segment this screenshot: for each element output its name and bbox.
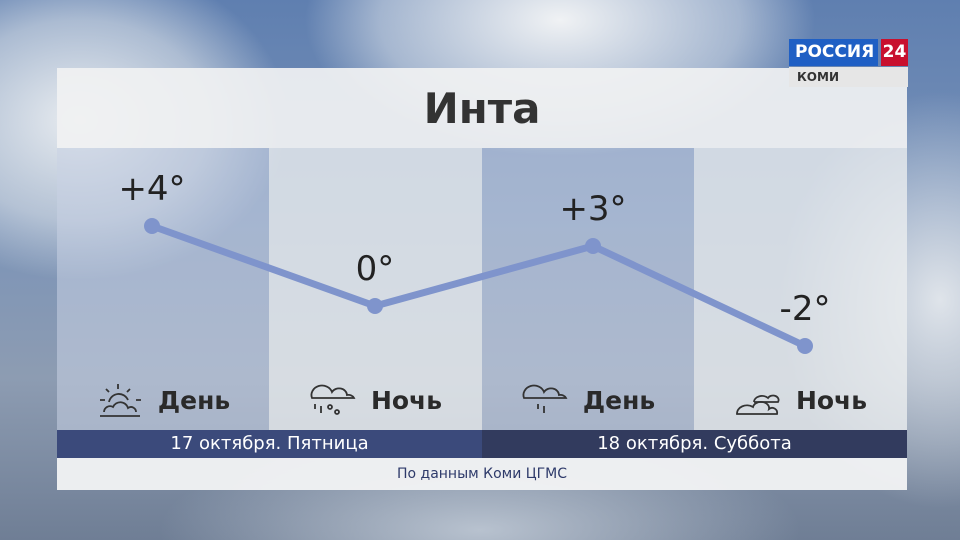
city-title: Инта [57,68,907,148]
source-note: По данным Коми ЦГМС [57,458,907,490]
forecast-panel: Инта День Ночь День Ночь 17 октября. Пят… [57,68,907,490]
cloud-rain-snow-icon [310,384,356,415]
temperature-label: +4° [118,169,185,209]
logo-number: 24 [881,39,908,66]
logo-text: РОССИЯ [789,39,878,66]
cloud-rain-icon [522,384,568,413]
period-label: Ночь [370,385,443,415]
period-column: День [482,148,694,430]
temperature-point [144,218,160,234]
temperature-point [797,338,813,354]
period-label: Ночь [795,385,868,415]
clouds-icon [736,394,780,415]
temperature-label: -2° [780,289,831,329]
period-column: Ночь [694,148,907,430]
temperature-line [150,222,807,350]
region-label: КОМИ [789,67,908,87]
temperature-label: 0° [356,249,395,289]
temperature-label: +3° [559,189,626,229]
temperature-point [367,298,383,314]
temperature-point [585,238,601,254]
channel-logo: РОССИЯ 24 [789,39,908,66]
period-label: День [157,385,231,415]
date-bar: 18 октября. Суббота [482,430,907,458]
sun-behind-cloud-icon [99,384,141,417]
date-bar: 17 октября. Пятница [57,430,482,458]
period-column: День [57,148,269,430]
period-label: День [582,385,656,415]
